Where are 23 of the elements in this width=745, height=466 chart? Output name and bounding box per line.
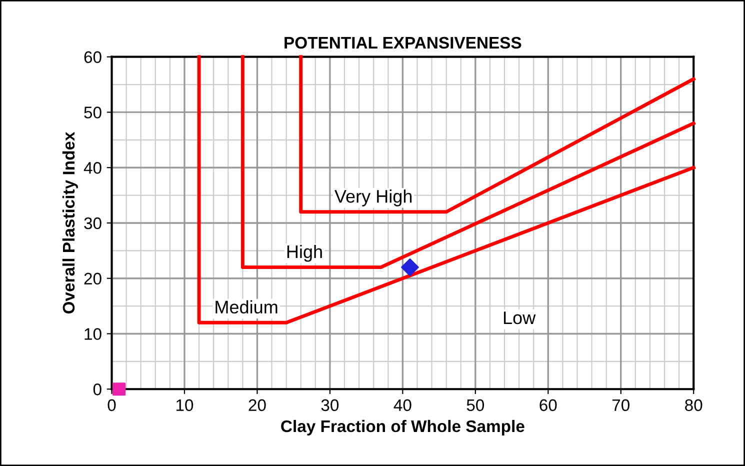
y-tick-label: 0 [93, 384, 102, 396]
x-tick-label: 50 [466, 399, 484, 412]
y-tick-label: 10 [84, 328, 102, 340]
y-tick-label: 50 [84, 106, 102, 118]
x-tick-label: 70 [612, 399, 630, 412]
x-tick-label: 10 [176, 399, 194, 412]
x-tick-label: 80 [685, 399, 702, 412]
annotation: High [287, 244, 322, 262]
annotation: Medium [216, 300, 278, 314]
y-tick-label: 60 [84, 51, 102, 64]
x-tick-label: 0 [108, 399, 116, 412]
y-tick-label: 30 [84, 217, 102, 230]
x-tick-label: 60 [540, 399, 557, 412]
y-axis-title: Overall Plasticity Index [62, 132, 78, 314]
x-tick-label: 40 [394, 399, 412, 412]
x-tick-label: 20 [248, 399, 266, 412]
annotation: Low [504, 312, 536, 324]
y-tick-label: 40 [84, 162, 102, 174]
chart-title: POTENTIAL EXPANSIVENESS [284, 36, 522, 49]
annotation: Very High [334, 190, 412, 206]
y-tick-label: 20 [84, 272, 102, 285]
x-tick-label: 30 [321, 399, 339, 412]
x-axis-title: Clay Fraction of Whole Sample [281, 420, 524, 436]
